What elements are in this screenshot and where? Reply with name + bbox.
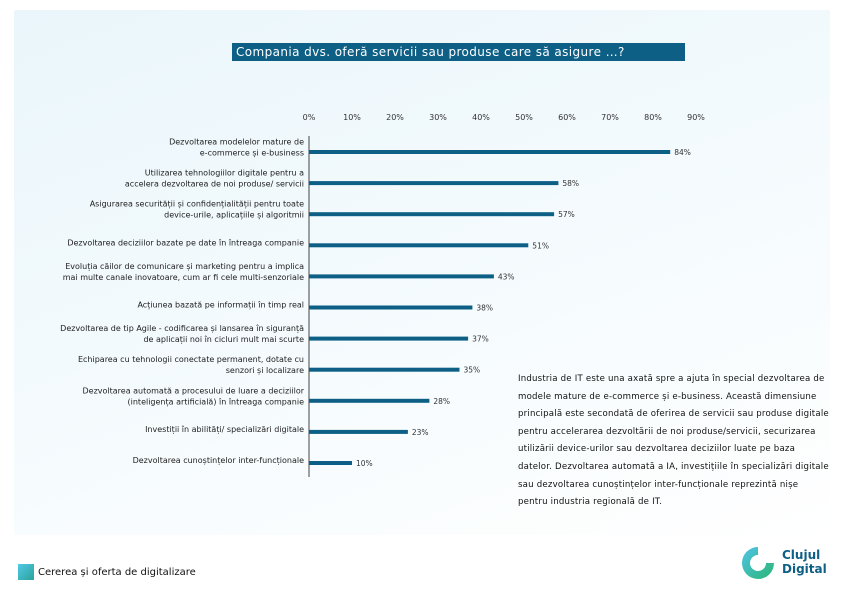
x-tick-label: 80%	[644, 113, 662, 122]
bar	[309, 367, 460, 372]
category-label: Investiții în abilități/ specializări di…	[145, 425, 304, 435]
bar-value-label: 43%	[498, 272, 515, 281]
bar	[309, 274, 494, 279]
x-tick-label: 60%	[558, 113, 576, 122]
footer: Cererea și oferta de digitalizare	[18, 563, 196, 581]
x-tick-label: 30%	[429, 113, 447, 122]
bar-value-label: 51%	[532, 241, 549, 250]
category-label: de aplicații noi în cicluri mult mai scu…	[143, 335, 304, 345]
logo-icon	[742, 547, 774, 579]
bar-value-label: 10%	[356, 459, 373, 468]
description-paragraph: Industria de IT este una axată spre a aj…	[518, 374, 829, 508]
bar	[309, 398, 430, 403]
bar	[309, 150, 671, 154]
bar-value-label: 57%	[558, 210, 575, 219]
x-tick-label: 0%	[303, 113, 316, 122]
bar	[309, 336, 469, 341]
category-label: Dezvoltarea deciziilor bazate pe date în…	[67, 238, 304, 247]
x-tick-label: 40%	[472, 113, 490, 122]
x-tick-label: 50%	[515, 113, 533, 122]
logo-text-line2: Digital	[782, 562, 827, 576]
chart-title: Compania dvs. oferă servicii sau produse…	[232, 43, 685, 61]
bar	[309, 243, 529, 248]
category-label: Utilizarea tehnologiilor digitale pentru…	[145, 169, 304, 178]
bar-value-label: 58%	[562, 179, 579, 188]
category-label: mai multe canale inovatoare, cum ar fi c…	[63, 273, 304, 282]
category-label: (inteligența artificială) în întreaga co…	[128, 397, 305, 407]
category-label: Dezvoltarea automată a procesului de lua…	[82, 386, 304, 395]
bar	[309, 461, 352, 465]
category-label: device-urile, aplicațiile și algoritmii	[164, 211, 304, 221]
bar	[309, 429, 408, 434]
category-label: e-commerce și e-business	[200, 149, 304, 159]
category-label: Dezvoltarea cunoștințelor inter-funcțion…	[133, 456, 305, 466]
category-label: Dezvoltarea modelelor mature de	[169, 138, 304, 147]
background-panel	[14, 10, 830, 535]
category-label: Asigurarea securității și confidențialit…	[90, 200, 304, 210]
logo-text-line1: Clujul	[782, 548, 821, 562]
bar	[309, 212, 555, 217]
clujul-digital-logo: Clujul Digital	[738, 544, 830, 582]
bar-value-label: 37%	[472, 335, 489, 344]
bar-value-label: 35%	[464, 366, 481, 375]
footer-square-icon	[18, 564, 34, 580]
category-label: Echiparea cu tehnologii conectate perman…	[78, 355, 304, 364]
bar-value-label: 84%	[674, 148, 691, 157]
bar-value-label: 28%	[433, 397, 450, 406]
category-label: Dezvoltarea de tip Agile - codificarea ș…	[60, 324, 304, 334]
category-label: Acțiunea bazată pe informații în timp re…	[137, 301, 304, 311]
x-tick-label: 70%	[601, 113, 619, 122]
x-tick-label: 10%	[343, 113, 361, 122]
bar-value-label: 23%	[412, 428, 429, 437]
bar-value-label: 38%	[476, 304, 493, 313]
footer-label: Cererea și oferta de digitalizare	[38, 566, 196, 578]
category-label: accelera dezvoltarea de noi produse/ ser…	[125, 180, 304, 189]
bar	[309, 181, 559, 186]
category-label: Evoluția căilor de comunicare și marketi…	[65, 262, 304, 272]
bar	[309, 305, 473, 310]
x-tick-label: 20%	[386, 113, 404, 122]
x-tick-label: 90%	[687, 113, 705, 122]
category-label: senzori și localizare	[226, 366, 304, 376]
